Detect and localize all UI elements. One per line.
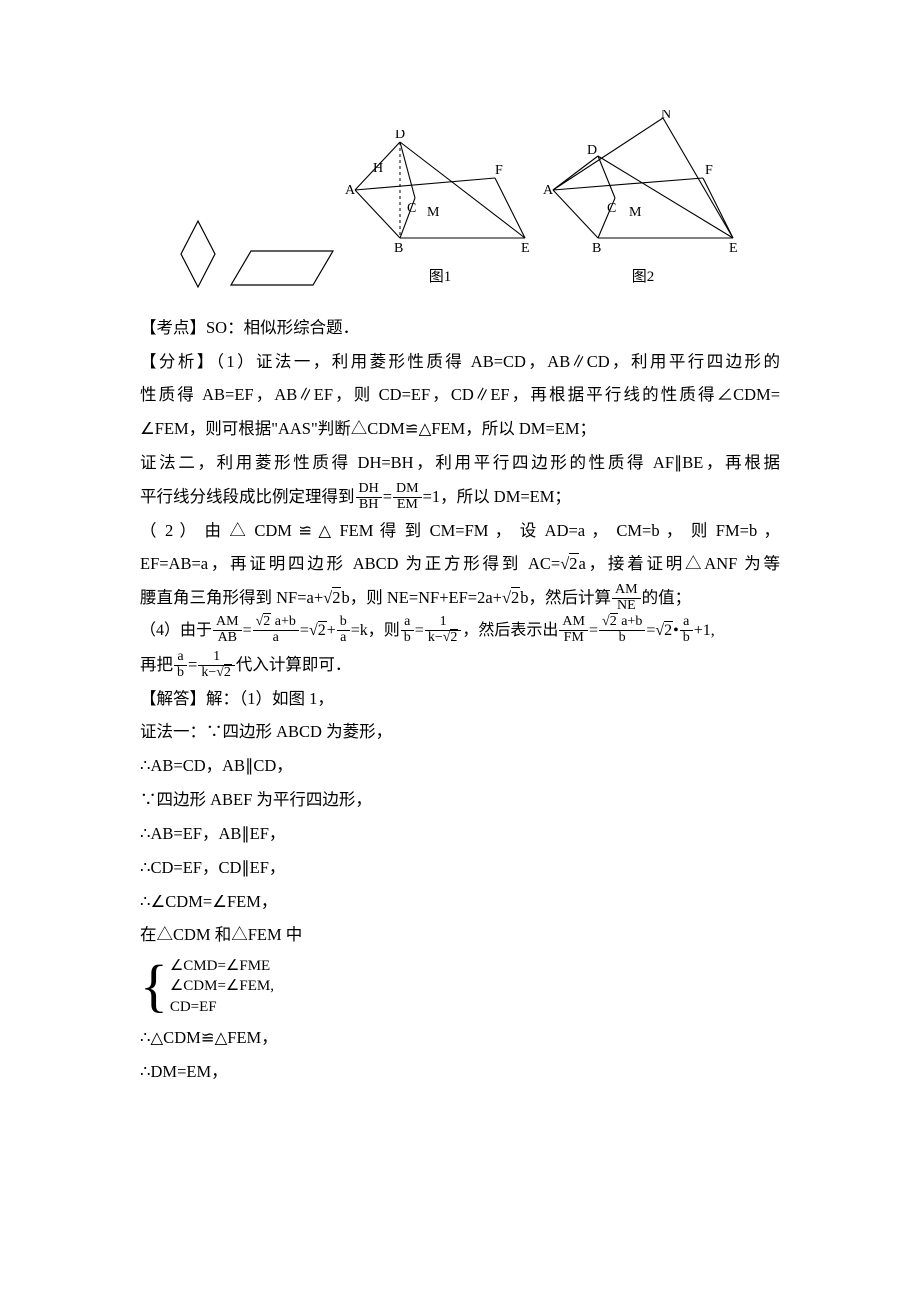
proof-3: ∵四边形 ABEF 为平行四边形，: [140, 783, 780, 817]
label-C2: C: [607, 201, 616, 216]
analysis-8: 腰直角三角形得到 NF=a+2b，则 NE=NF+EF=2a+2b，然后计算AM…: [140, 581, 780, 615]
kaodian-line: 【考点】SO：相似形综合题．: [140, 311, 780, 345]
proof-9: ∴DM=EM，: [140, 1055, 780, 1089]
label-E: E: [521, 241, 530, 256]
label-C: C: [407, 201, 416, 216]
label-B2: B: [592, 241, 601, 256]
label-A: A: [345, 183, 356, 198]
fraction: 2 a+ba: [253, 615, 299, 645]
shape-rhombus-icon: [177, 215, 219, 293]
case-lines: ∠CMD=∠FME ∠CDM=∠FEM, CD=EF: [170, 956, 274, 1017]
label-A2: A: [543, 183, 554, 198]
label-M2: M: [629, 205, 642, 220]
analysis-2: 性质得 AB=EF，AB∥EF，则 CD=EF，CD∥EF，再根据平行线的性质得…: [140, 378, 780, 412]
proof-5: ∴CD=EF，CD∥EF，: [140, 851, 780, 885]
analysis-3: ∠FEM，则可根据"AAS"判断△CDM≌△FEM，所以 DM=EM；: [140, 412, 780, 446]
label-N: N: [661, 110, 671, 122]
figure-1-caption: 图1: [429, 262, 452, 293]
document-page: A B C D E F H M 图1: [0, 0, 920, 1302]
figure-1: A B C D E F H M 图1: [345, 130, 535, 293]
analysis-1: 【分析】（1）证法一，利用菱形性质得 AB=CD，AB∥CD，利用平行四边形的: [140, 345, 780, 379]
fraction: ab: [401, 615, 414, 645]
label-E2: E: [729, 241, 738, 256]
case-line-3: CD=EF: [170, 997, 274, 1017]
text: 平行线分线段成比例定理得到: [140, 487, 355, 506]
proof-2: ∴AB=CD，AB∥CD，: [140, 749, 780, 783]
proof-1: 证法一：∵四边形 ABCD 为菱形，: [140, 715, 780, 749]
proof-6: ∴∠CDM=∠FEM，: [140, 885, 780, 919]
proof-7: 在△CDM 和△FEM 中: [140, 918, 780, 952]
figure-row: A B C D E F H M 图1: [140, 110, 780, 293]
analysis-6: （ 2 ） 由 △ CDM ≌ △ FEM 得 到 CM=FM ， 设 AD=a…: [140, 514, 780, 548]
fraction: 1k−2: [425, 615, 462, 645]
analysis-10: 再把ab=1k−2代入计算即可．: [140, 648, 780, 682]
case-system: { ∠CMD=∠FME ∠CDM=∠FEM, CD=EF: [140, 956, 780, 1017]
figure-2-svg: A B C D E F M N: [543, 110, 743, 260]
analysis-5: 平行线分线段成比例定理得到DHBH=DMEM=1，所以 DM=EM；: [140, 480, 780, 514]
fraction: 2 a+bb: [599, 615, 645, 645]
label-B: B: [394, 241, 403, 256]
solution-intro: 【解答】解：（1）如图 1，: [140, 682, 780, 716]
figure-2-caption: 图2: [632, 262, 655, 293]
figure-2: A B C D E F M N 图2: [543, 110, 743, 293]
case-line-1: ∠CMD=∠FME: [170, 956, 274, 976]
fraction: ab: [680, 615, 693, 645]
label-D: D: [395, 130, 405, 142]
label-H: H: [373, 161, 383, 176]
left-brace-icon: {: [140, 957, 168, 1015]
fraction: ba: [337, 615, 350, 645]
label-M: M: [427, 205, 440, 220]
sqrt: 2: [502, 581, 520, 615]
sqrt: 2: [560, 547, 578, 581]
analysis-4: 证法二，利用菱形性质得 DH=BH，利用平行四边形的性质得 AF∥BE，再根据: [140, 446, 780, 480]
label-D2: D: [587, 143, 597, 158]
sqrt: 2: [323, 581, 341, 615]
analysis-7: EF=AB=a，再证明四边形 ABCD 为正方形得到 AC=2a，接着证明△AN…: [140, 547, 780, 581]
sqrt: 2: [655, 615, 673, 648]
fraction: DMEM: [393, 482, 422, 512]
label-F2: F: [705, 163, 713, 178]
fraction: AMAB: [213, 615, 242, 645]
analysis-9: （4）由于AMAB=2 a+ba=2+ba=k，则ab=1k−2，然后表示出AM…: [140, 615, 780, 648]
fraction: AMFM: [559, 615, 588, 645]
label-F: F: [495, 163, 503, 178]
proof-8: ∴△CDM≌△FEM，: [140, 1021, 780, 1055]
sqrt: 2: [309, 615, 327, 648]
proof-4: ∴AB=EF，AB∥EF，: [140, 817, 780, 851]
fraction: DHBH: [356, 482, 382, 512]
shape-parallelogram-icon: [227, 243, 337, 293]
fraction: ab: [174, 650, 187, 680]
case-line-2: ∠CDM=∠FEM,: [170, 976, 274, 996]
figure-1-svg: A B C D E F H M: [345, 130, 535, 260]
fraction: 1k−2: [198, 650, 235, 680]
fraction: AMNE: [612, 583, 641, 613]
